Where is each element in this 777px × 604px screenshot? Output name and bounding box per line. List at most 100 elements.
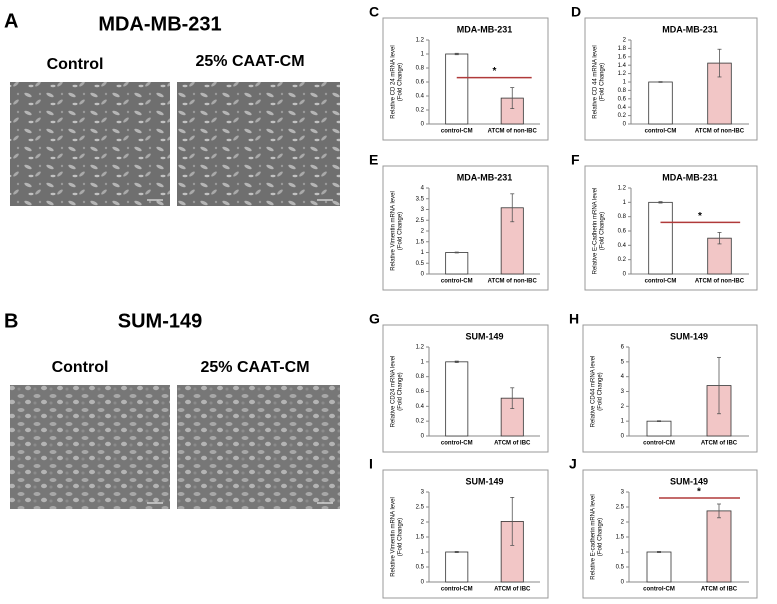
chart-title: MDA-MB-231	[662, 24, 718, 34]
y-tick-label: 1	[421, 52, 425, 58]
image	[10, 385, 170, 509]
y-axis-label: Relative CD 44 mRNA level	[593, 45, 599, 118]
y-tick-label: 0.8	[416, 374, 425, 380]
y-tick-label: 0.6	[618, 96, 627, 102]
y-tick-label: 1.5	[616, 535, 625, 541]
panel-letter: C	[369, 4, 379, 20]
y-tick-label: 1.6	[618, 54, 627, 60]
y-tick-label: 2	[421, 520, 425, 526]
image	[10, 82, 170, 206]
y-tick-label: 0	[621, 580, 625, 586]
y-axis-label: Relative Vimentin mRNA level	[391, 497, 397, 577]
y-tick-label: 1.2	[618, 71, 627, 77]
y-axis-label: Relative CD24 mRNA level	[391, 356, 397, 428]
y-tick-label: 0.2	[416, 419, 425, 425]
y-tick-label: 5	[621, 359, 625, 365]
y-tick-label: 1.2	[416, 345, 425, 351]
image-label: Control	[47, 56, 104, 73]
panel-letter: F	[571, 152, 580, 168]
y-tick-label: 0	[421, 434, 425, 440]
y-tick-label: 2	[421, 229, 425, 235]
y-tick-label: 0	[421, 122, 425, 128]
y-tick-label: 1	[421, 250, 425, 256]
y-tick-label: 1	[621, 550, 625, 556]
y-tick-label: 3	[621, 389, 625, 395]
bar	[646, 420, 672, 437]
y-tick-label: 4	[621, 374, 625, 380]
y-tick-label: 0.4	[416, 404, 425, 410]
y-tick-label: 1.8	[618, 46, 627, 52]
panel-letter: E	[369, 152, 378, 168]
chart-title: MDA-MB-231	[457, 172, 513, 182]
y-tick-label: 0.6	[416, 389, 425, 395]
bar	[445, 53, 469, 125]
y-axis-label: Relative E-Cadherin mRNA level	[593, 188, 599, 275]
chart: D MDA-MB-231 Relative CD 44 mRNA level (Fol…	[571, 4, 758, 141]
y-tick-label: 4	[421, 186, 425, 192]
y-tick-label: 2	[621, 404, 625, 410]
y-tick-label: 2.5	[416, 505, 425, 511]
chart-title: SUM-149	[670, 476, 708, 486]
bar	[646, 551, 672, 583]
bar	[445, 361, 469, 437]
y-tick-label: 0.5	[416, 261, 425, 267]
chart: F MDA-MB-231 Relative E-Cadherin mRNA leve…	[571, 152, 758, 291]
y-axis-label: (Fold Change)	[598, 518, 604, 556]
y-axis-label: Relative E-cadherin mRNA level	[591, 494, 597, 579]
y-tick-label: 0.4	[618, 243, 627, 249]
y-tick-label: 0	[621, 434, 625, 440]
micrographs	[10, 82, 340, 509]
x-tick-label: ATCM of non-IBC	[488, 279, 538, 285]
y-tick-label: 0.8	[618, 214, 627, 220]
image	[177, 385, 340, 509]
panel-letter: G	[369, 311, 380, 327]
y-axis-label: Relative CD44 mRNA level	[591, 356, 597, 428]
x-tick-label: control-CM	[441, 587, 473, 593]
y-tick-label: 2.5	[616, 505, 625, 511]
y-tick-label: 1	[621, 419, 625, 425]
x-tick-label: ATCM of IBC	[494, 587, 531, 593]
y-tick-label: 6	[621, 345, 625, 351]
y-tick-label: 0.6	[618, 229, 627, 235]
y-axis-label: (Fold Change)	[598, 372, 604, 410]
y-axis-label: (Fold Change)	[398, 372, 404, 410]
significance-mark: *	[698, 211, 702, 222]
chart: J SUM-149 Relative E-cadherin mRNA level (F…	[569, 456, 758, 599]
chart: I SUM-149 Relative Vimentin mRNA level (Fol…	[369, 456, 549, 599]
panel-letter: B	[4, 310, 18, 332]
y-axis-label: (Fold Change)	[600, 212, 606, 250]
significance-mark: *	[697, 487, 701, 498]
y-tick-label: 3	[421, 490, 425, 496]
image-label: 25% CAAT-CM	[195, 53, 304, 70]
y-tick-label: 3	[421, 207, 425, 213]
panel-letter: I	[369, 456, 373, 472]
y-tick-label: 2.5	[416, 218, 425, 224]
x-tick-label: ATCM of IBC	[494, 441, 531, 447]
bar	[445, 551, 469, 583]
y-tick-label: 3.5	[416, 196, 425, 202]
y-tick-label: 0.6	[416, 80, 425, 86]
y-tick-label: 1.2	[618, 186, 627, 192]
panel-letter: D	[571, 4, 581, 20]
chart-title: MDA-MB-231	[662, 172, 718, 182]
y-tick-label: 1	[421, 359, 425, 365]
y-tick-label: 0.8	[416, 66, 425, 72]
image	[177, 82, 340, 206]
y-tick-label: 1	[623, 200, 627, 206]
y-tick-label: 0.5	[416, 565, 425, 571]
x-tick-label: control-CM	[645, 129, 677, 135]
y-tick-label: 0.4	[416, 94, 425, 100]
panel-letter: A	[4, 10, 18, 32]
chart: H SUM-149 Relative CD44 mRNA level (Fold Ch…	[569, 311, 758, 453]
bar	[648, 81, 673, 125]
y-tick-label: 2	[623, 38, 627, 44]
x-tick-label: control-CM	[441, 441, 473, 447]
y-tick-label: 1.2	[416, 38, 425, 44]
y-tick-label: 1.5	[416, 239, 425, 245]
x-tick-label: control-CM	[643, 587, 675, 593]
y-tick-label: 0	[623, 272, 627, 278]
y-tick-label: 0	[421, 580, 425, 586]
y-tick-label: 0	[623, 122, 627, 128]
y-tick-label: 2	[621, 520, 625, 526]
